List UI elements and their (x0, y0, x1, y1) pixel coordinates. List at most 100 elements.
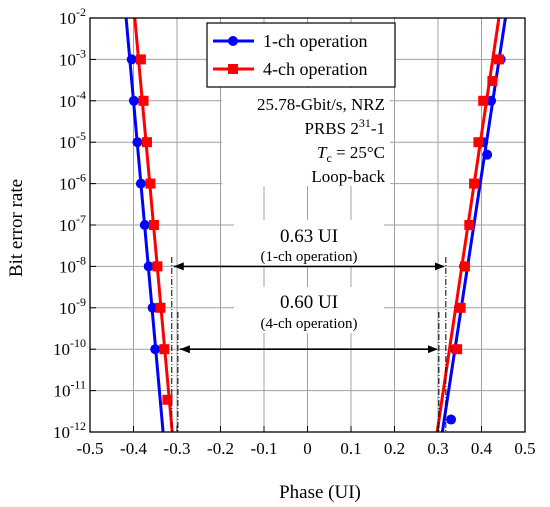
y-tick-exponent: -2 (76, 5, 86, 19)
y-tick-base: 10 (53, 340, 70, 359)
y-tick-label: 10-10 (53, 336, 86, 359)
data-point (148, 220, 159, 230)
data-point (446, 414, 457, 425)
legend-box (206, 22, 396, 88)
conditions-bg (222, 88, 390, 186)
data-point (464, 220, 475, 230)
legend-entry-4ch: 4-ch operation (213, 59, 367, 79)
data-point (150, 344, 161, 355)
y-tick-label: 10-4 (59, 88, 86, 111)
data-point (126, 54, 137, 65)
y-tick-exponent: -3 (76, 46, 86, 60)
condition-line-4: Loop-back (311, 167, 385, 186)
y-tick-exponent: -11 (70, 378, 86, 392)
condition-line-1: 25.78-Gbit/s, NRZ (257, 95, 385, 114)
x-tick-label: -0.1 (251, 439, 278, 458)
data-point (486, 95, 497, 106)
series-4ch (133, 17, 504, 433)
label-bg-1ch (234, 220, 384, 266)
y-tick-label: 10-7 (59, 212, 86, 235)
data-point (452, 344, 463, 355)
annotation-layer: 0.63 UI (1-ch operation) 0.60 UI (4-ch oper… (171, 88, 447, 432)
x-tick-label: -0.3 (164, 439, 191, 458)
data-point (141, 137, 152, 148)
x-tick-label: -0.4 (120, 439, 147, 458)
legend-marker (228, 36, 238, 46)
data-point (473, 137, 484, 148)
y-tick-exponent: -8 (76, 253, 86, 267)
condition-text: PRBS 2 (304, 119, 358, 138)
x-tick-label: 0.1 (340, 439, 361, 458)
y-tick-base: 10 (59, 216, 76, 235)
data-point (132, 137, 143, 148)
y-tick-base: 10 (53, 423, 70, 442)
data-point (143, 261, 154, 272)
data-point (138, 95, 149, 106)
data-point (145, 178, 156, 189)
arrow-head-left (173, 262, 184, 271)
series-layer (124, 17, 507, 433)
y-tick-base: 10 (59, 133, 76, 152)
y-tick-label: 10-11 (53, 378, 86, 401)
y-tick-base: 10 (59, 50, 76, 69)
condition-line-2: PRBS 231-1 (304, 116, 385, 138)
y-tick-label: 10-3 (59, 46, 86, 69)
y-tick-exponent: -10 (70, 336, 86, 350)
legend-marker (228, 64, 238, 74)
data-point (139, 220, 150, 230)
data-point (147, 302, 158, 313)
label-0-60-ui: 0.60 UI (280, 292, 338, 313)
data-point (459, 261, 470, 272)
condition-line-3: Tc = 25°C (317, 143, 385, 165)
data-point (482, 149, 493, 160)
data-point (152, 261, 163, 272)
y-tick-label: 10-5 (59, 129, 86, 152)
x-tick-label: 0.4 (471, 439, 493, 458)
condition-sup: 31 (359, 116, 371, 130)
y-tick-exponent: -6 (76, 171, 86, 185)
x-axis-title: Phase (UI) (279, 482, 361, 503)
legend-label: 1-ch operation (263, 31, 367, 51)
data-point (455, 302, 466, 313)
data-point (478, 95, 489, 106)
x-tick-label: -0.2 (207, 439, 234, 458)
axes: -0.5 -0.4 -0.3 -0.2 -0.1 0 0.1 0.2 0.3 0.4 0.510-2… (53, 5, 536, 458)
y-tick-label: 10-8 (59, 253, 86, 276)
label-0-63-ui: 0.63 UI (280, 226, 338, 247)
condition-italic: T (317, 143, 328, 162)
data-point (135, 178, 146, 189)
data-point (159, 344, 170, 355)
condition-tail: = 25°C (332, 143, 385, 162)
y-tick-base: 10 (59, 9, 76, 28)
x-tick-label: 0.5 (514, 439, 535, 458)
data-point (487, 76, 498, 87)
y-tick-base: 10 (59, 299, 76, 318)
y-tick-base: 10 (59, 257, 76, 276)
label-4ch-note: (4-ch operation) (260, 316, 357, 332)
y-tick-exponent: -5 (76, 129, 86, 143)
label-bg-4ch (234, 287, 384, 333)
x-tick-label: 0 (303, 439, 312, 458)
y-tick-label: 10-2 (59, 5, 86, 28)
arrow-head-left (179, 345, 190, 354)
label-1ch-note: (1-ch operation) (260, 249, 357, 265)
x-tick-label: 0.3 (427, 439, 448, 458)
y-tick-label: 10-6 (59, 171, 86, 194)
legend: 1-ch operation 4-ch operation (206, 22, 396, 88)
x-tick-label: 0.2 (384, 439, 405, 458)
data-point (469, 178, 480, 189)
condition-text: 25.78-Gbit/s, NRZ (257, 95, 385, 114)
y-tick-base: 10 (59, 175, 76, 194)
data-point (493, 54, 504, 65)
legend-entry-1ch: 1-ch operation (213, 31, 367, 51)
legend-label: 4-ch operation (263, 59, 367, 79)
y-tick-label: 10-12 (53, 419, 86, 442)
y-tick-exponent: -7 (76, 212, 86, 226)
condition-text: Loop-back (311, 167, 385, 186)
data-point (155, 302, 166, 313)
condition-sub: c (326, 151, 331, 165)
y-tick-exponent: -9 (76, 295, 86, 309)
data-point (135, 54, 146, 65)
data-point (162, 394, 173, 405)
